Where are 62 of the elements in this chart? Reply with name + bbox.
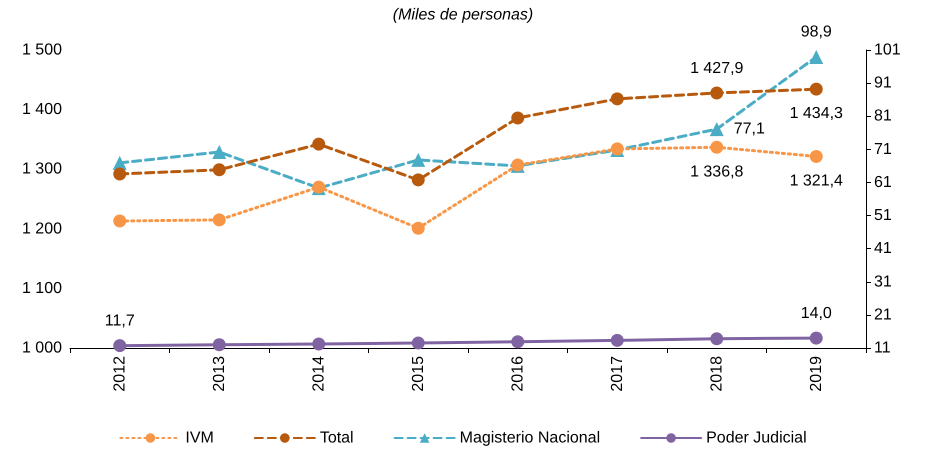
y-tick-label: 1 100 bbox=[22, 280, 62, 297]
point bbox=[312, 338, 326, 351]
x-tick-label: 2017 bbox=[608, 356, 626, 392]
y2-tick-label: 11 bbox=[874, 340, 891, 356]
point bbox=[710, 86, 724, 100]
data-label: 14,0 bbox=[800, 305, 832, 322]
x-tick-label: 2016 bbox=[509, 356, 526, 392]
point bbox=[113, 167, 126, 180]
legend-label: Total bbox=[320, 430, 354, 446]
y2-tick-label: 31 bbox=[874, 273, 892, 290]
point bbox=[412, 173, 425, 186]
y-tick-label: 1 400 bbox=[22, 101, 62, 118]
data-label: 98,9 bbox=[800, 23, 832, 40]
y2-tick-label: 101 bbox=[874, 42, 901, 58]
y2-tick-label: 51 bbox=[874, 207, 892, 224]
point bbox=[710, 140, 724, 154]
x-tick-label: 2013 bbox=[210, 356, 228, 392]
point bbox=[412, 336, 425, 350]
data-label: 1 427,9 bbox=[690, 60, 744, 77]
y2-tick-label: 41 bbox=[874, 240, 892, 258]
point bbox=[113, 339, 126, 352]
x-tick-label: 2012 bbox=[111, 356, 128, 392]
point bbox=[810, 82, 823, 96]
point bbox=[610, 92, 624, 106]
y2-tick-label: 61 bbox=[874, 174, 892, 191]
data-label: 11,7 bbox=[104, 312, 135, 330]
point bbox=[710, 122, 724, 136]
x-tick-label: 2018 bbox=[708, 356, 726, 392]
y-tick-label: 1 200 bbox=[22, 220, 62, 238]
point bbox=[113, 214, 126, 228]
y2-tick-label: 21 bbox=[874, 306, 892, 324]
data-label: 1 321,4 bbox=[790, 172, 844, 190]
point bbox=[810, 150, 823, 163]
y-tick-label: 1 000 bbox=[22, 340, 62, 356]
legend-label: Poder Judicial bbox=[706, 430, 807, 446]
y2-tick-label: 91 bbox=[874, 74, 892, 92]
x-tick-label: 2014 bbox=[310, 356, 328, 392]
point bbox=[212, 338, 226, 352]
legend-label: IVM bbox=[185, 430, 214, 446]
y-tick-label: 1 300 bbox=[22, 160, 62, 178]
point bbox=[412, 222, 425, 235]
data-label: 1 434,3 bbox=[790, 105, 844, 122]
x-tick-label: 2015 bbox=[410, 356, 427, 392]
point bbox=[212, 213, 226, 226]
point bbox=[212, 144, 226, 159]
point bbox=[411, 152, 426, 167]
y2-tick-label: 81 bbox=[874, 108, 892, 125]
x-tick-label: 2019 bbox=[808, 356, 825, 392]
point bbox=[212, 163, 226, 176]
point bbox=[710, 332, 724, 346]
data-label: 77,1 bbox=[734, 120, 765, 138]
point bbox=[511, 111, 524, 124]
y2-tick-label: 71 bbox=[874, 140, 892, 158]
point bbox=[810, 332, 823, 345]
point bbox=[312, 138, 326, 151]
point bbox=[610, 334, 624, 347]
point bbox=[511, 335, 524, 348]
y-tick-label: 1 500 bbox=[22, 42, 62, 58]
legend-label: Magisterio Nacional bbox=[460, 430, 600, 446]
chart-title: (Miles de personas) bbox=[392, 6, 534, 24]
data-label: 1 336,8 bbox=[690, 163, 744, 180]
point bbox=[809, 50, 824, 64]
